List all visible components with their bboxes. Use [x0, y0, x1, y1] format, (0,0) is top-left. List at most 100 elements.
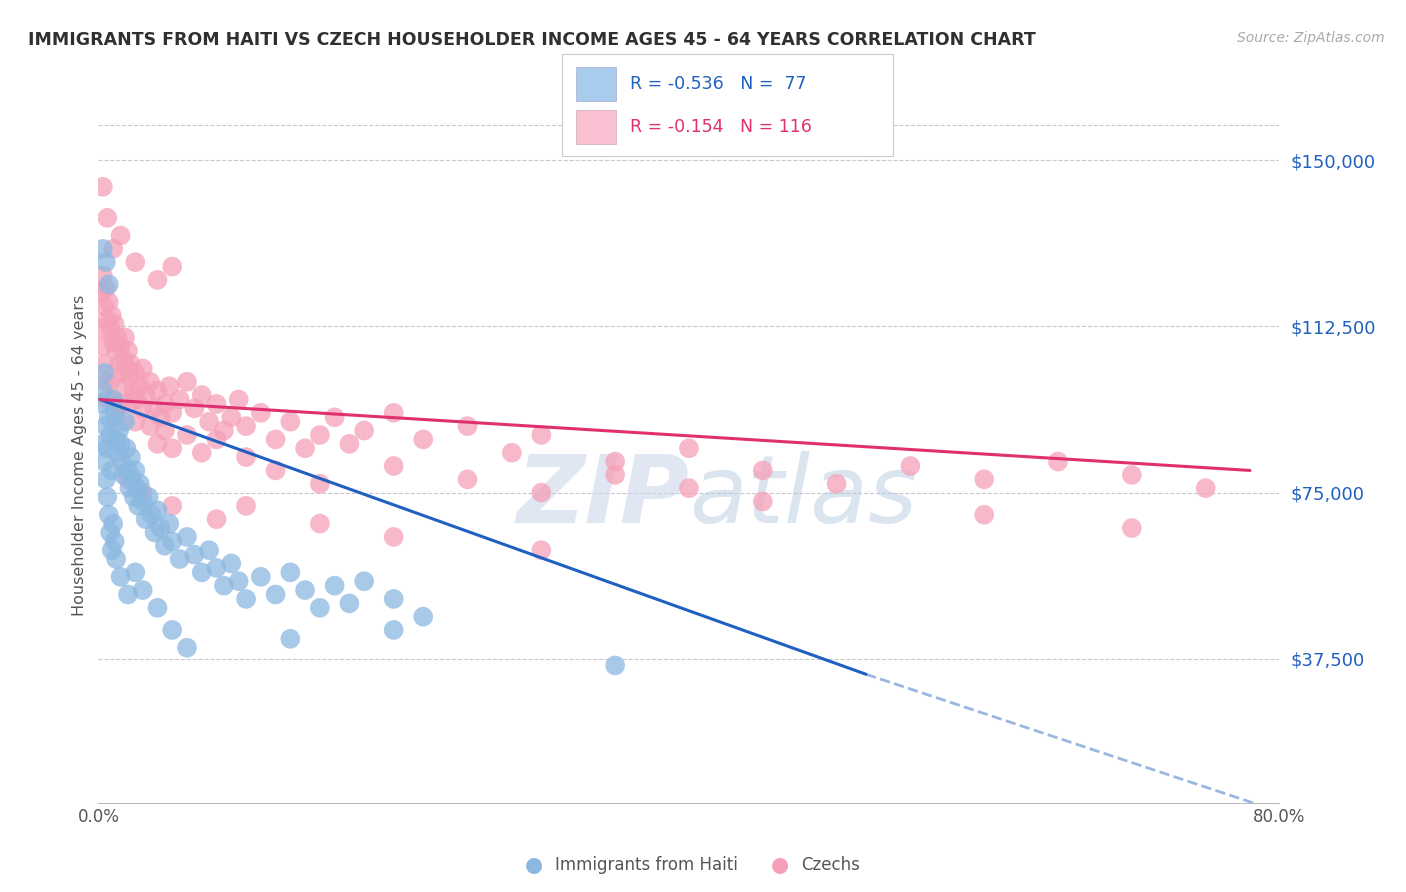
Point — [353, 574, 375, 589]
Point — [219, 557, 242, 571]
Point — [157, 516, 180, 531]
Point — [678, 481, 700, 495]
Point — [132, 494, 155, 508]
Point — [107, 446, 129, 460]
Point — [125, 392, 148, 407]
Point — [176, 428, 198, 442]
Point — [96, 211, 118, 225]
Point — [93, 366, 115, 380]
Text: R = -0.154   N = 116: R = -0.154 N = 116 — [630, 118, 811, 136]
Point — [139, 375, 162, 389]
Point — [157, 379, 180, 393]
Point — [91, 242, 114, 256]
Text: IMMIGRANTS FROM HAITI VS CZECH HOUSEHOLDER INCOME AGES 45 - 64 YEARS CORRELATION: IMMIGRANTS FROM HAITI VS CZECH HOUSEHOLD… — [28, 31, 1036, 49]
Point — [162, 534, 183, 549]
Point — [228, 392, 250, 407]
Point — [198, 543, 221, 558]
Text: ●: ● — [526, 855, 543, 875]
Point — [205, 512, 228, 526]
Point — [605, 658, 627, 673]
Point — [212, 579, 235, 593]
Point — [212, 424, 235, 438]
Point — [169, 552, 191, 566]
Point — [382, 530, 405, 544]
Point — [104, 317, 127, 331]
Point — [94, 255, 117, 269]
Point — [117, 463, 139, 477]
Point — [127, 499, 149, 513]
Point — [530, 428, 553, 442]
Point — [90, 286, 112, 301]
Point — [138, 490, 160, 504]
Point — [825, 476, 848, 491]
Point — [91, 268, 114, 283]
Point — [120, 357, 142, 371]
Point — [250, 406, 273, 420]
Point — [162, 260, 183, 274]
Point — [100, 463, 122, 477]
Point — [96, 490, 118, 504]
Point — [205, 433, 228, 447]
Point — [191, 566, 214, 580]
Point — [1121, 521, 1143, 535]
Point — [91, 437, 114, 451]
Point — [228, 574, 250, 589]
Point — [115, 361, 138, 376]
Point — [97, 277, 120, 292]
Point — [124, 366, 146, 380]
Point — [135, 388, 157, 402]
Point — [235, 591, 257, 606]
Point — [103, 334, 125, 349]
Point — [153, 539, 176, 553]
Point — [114, 330, 136, 344]
Point — [132, 485, 155, 500]
Point — [91, 179, 114, 194]
Point — [973, 472, 995, 486]
Point — [103, 392, 125, 407]
Text: ●: ● — [772, 855, 789, 875]
Point — [132, 583, 155, 598]
Point — [104, 534, 127, 549]
Point — [124, 255, 146, 269]
Point — [108, 424, 131, 438]
Point — [117, 397, 139, 411]
Point — [112, 467, 135, 482]
Point — [124, 566, 146, 580]
Point — [183, 548, 205, 562]
Point — [605, 467, 627, 482]
Point — [110, 437, 132, 451]
Point — [117, 587, 139, 601]
Point — [205, 561, 228, 575]
Point — [412, 609, 434, 624]
Point — [114, 415, 136, 429]
Point — [169, 392, 191, 407]
Point — [96, 442, 118, 456]
Point — [153, 424, 176, 438]
Point — [1195, 481, 1218, 495]
Point — [96, 392, 118, 407]
Point — [382, 458, 405, 473]
Point — [205, 397, 228, 411]
Point — [146, 503, 169, 517]
Point — [132, 401, 155, 416]
Point — [98, 375, 121, 389]
Point — [111, 454, 134, 468]
Point — [91, 384, 114, 398]
Point — [93, 357, 115, 371]
Point — [146, 384, 169, 398]
Point — [176, 640, 198, 655]
Point — [105, 433, 128, 447]
Point — [105, 552, 128, 566]
Point — [264, 463, 287, 477]
Point — [117, 343, 139, 358]
Point — [530, 543, 553, 558]
Point — [94, 282, 117, 296]
Point — [309, 476, 332, 491]
Point — [110, 228, 132, 243]
Point — [110, 339, 132, 353]
Point — [264, 587, 287, 601]
Point — [191, 388, 214, 402]
Point — [309, 600, 332, 615]
Point — [98, 525, 121, 540]
Point — [294, 442, 316, 456]
